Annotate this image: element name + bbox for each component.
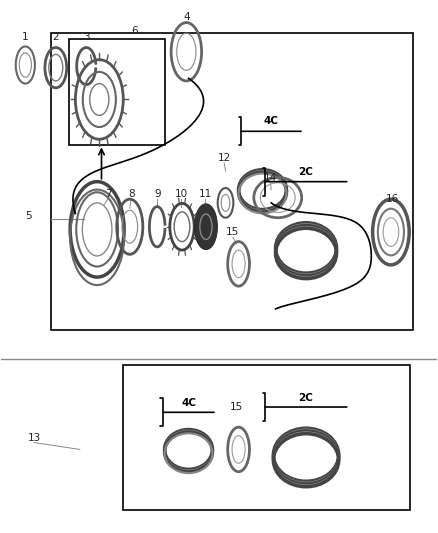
Text: 5: 5 <box>25 212 32 221</box>
Text: 10: 10 <box>175 189 188 199</box>
Text: 7: 7 <box>105 189 111 199</box>
Text: 1: 1 <box>22 32 28 42</box>
Bar <box>51 33 413 330</box>
Bar <box>123 365 410 511</box>
Text: 6: 6 <box>131 26 138 36</box>
Text: 2C: 2C <box>299 393 314 403</box>
Text: 2: 2 <box>53 32 59 42</box>
Text: 16: 16 <box>385 194 399 204</box>
Text: 12: 12 <box>218 153 231 163</box>
Text: 9: 9 <box>154 189 160 199</box>
Text: 3: 3 <box>83 32 89 42</box>
Text: 4C: 4C <box>181 398 196 408</box>
Text: 14: 14 <box>264 173 277 183</box>
Text: 11: 11 <box>198 189 212 199</box>
Bar <box>69 38 165 144</box>
Ellipse shape <box>195 205 217 249</box>
Text: 4C: 4C <box>264 116 279 126</box>
Text: 8: 8 <box>128 189 134 199</box>
Text: 13: 13 <box>28 433 41 442</box>
Text: 4: 4 <box>183 12 190 21</box>
Text: 2C: 2C <box>299 167 314 177</box>
Text: 15: 15 <box>226 228 240 237</box>
Text: 15: 15 <box>230 402 243 413</box>
